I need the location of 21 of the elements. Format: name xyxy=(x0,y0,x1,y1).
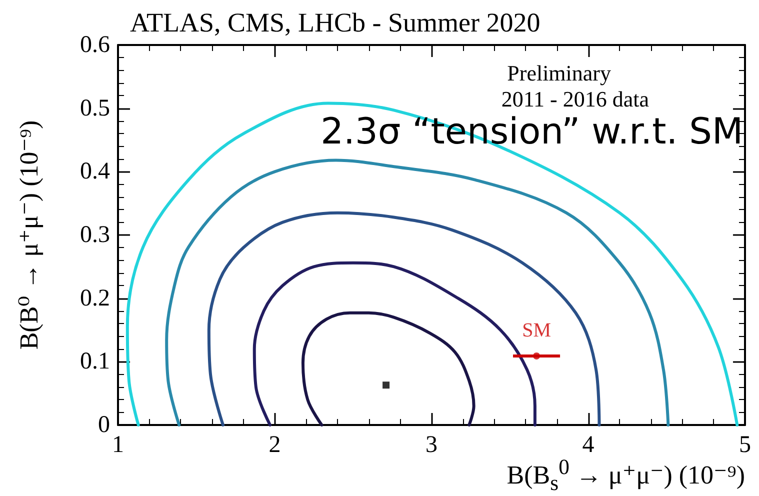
y-tick-label: 0.5 xyxy=(80,95,110,122)
x-tick-label: 3 xyxy=(426,432,438,458)
annotation: 2011 - 2016 data xyxy=(501,86,650,112)
x-tick-label: 2 xyxy=(268,432,281,458)
x-tick-label: 5 xyxy=(739,432,751,458)
series-label: SM xyxy=(522,319,552,342)
y-tick-label: 0.3 xyxy=(80,222,110,248)
y-tick-label: 0.1 xyxy=(80,348,110,375)
line-series xyxy=(207,211,601,426)
y-axis-title: B(B⁰ → μ⁺μ⁻) (10⁻⁹) xyxy=(14,120,44,350)
x-axis-title: B(B$_{s}$$^{0}$ → μ⁺μ⁻) (10⁻⁹) xyxy=(506,455,745,495)
x-tick-label: 4 xyxy=(582,432,594,458)
y-tick-label: 0 xyxy=(98,412,110,438)
y-tick-label: 0.2 xyxy=(80,285,110,312)
chart-title: ATLAS, CMS, LHCb - Summer 2020 xyxy=(130,8,540,38)
x-tick-label: 1 xyxy=(112,432,124,458)
line-series xyxy=(165,158,670,426)
y-tick-label: 0.4 xyxy=(80,158,110,185)
line-series xyxy=(301,311,476,426)
annotation: Preliminary xyxy=(507,60,612,86)
y-tick-label: 0.6 xyxy=(80,32,110,58)
